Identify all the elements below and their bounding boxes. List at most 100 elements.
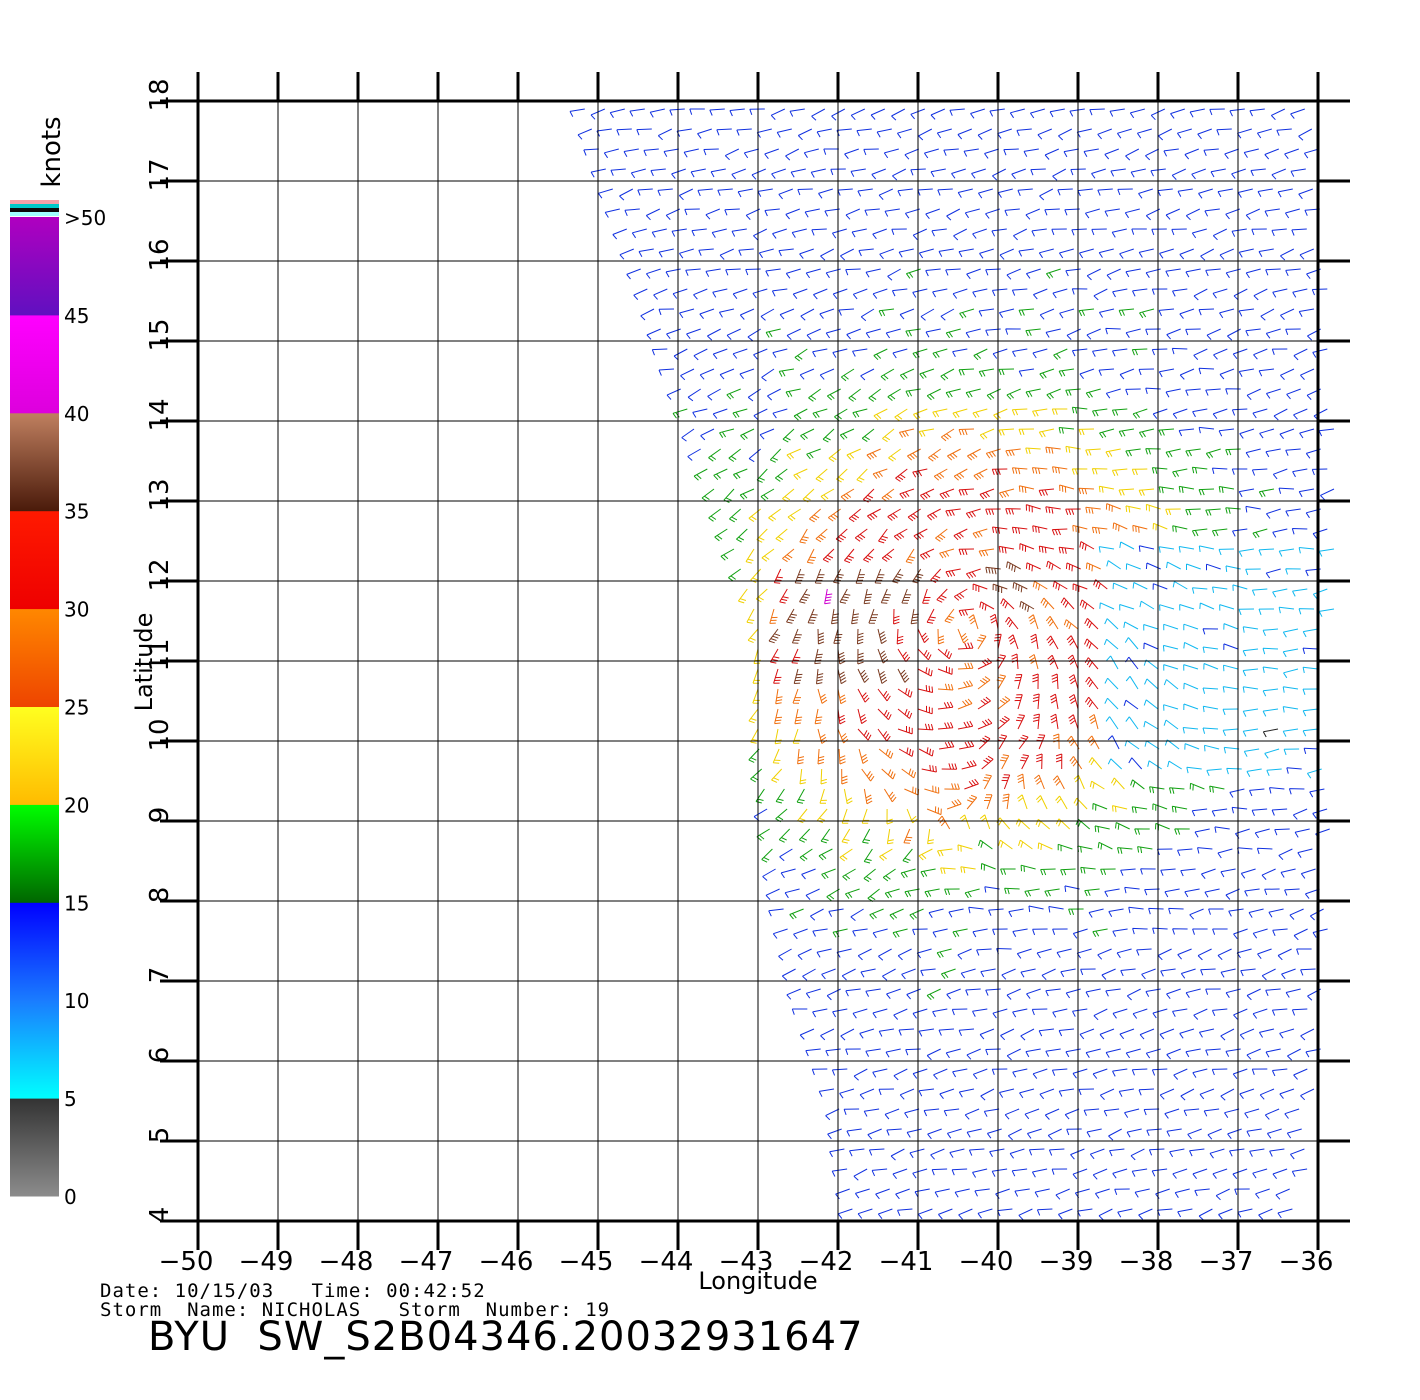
wind-barb <box>877 688 891 702</box>
storm-name-value: NICHOLAS <box>261 1299 362 1321</box>
wind-barb <box>877 628 887 645</box>
wind-barb <box>1105 327 1121 335</box>
wind-barb <box>1004 1108 1020 1120</box>
wind-barb <box>937 848 953 857</box>
wind-barb <box>1058 546 1075 554</box>
wind-barb <box>821 968 836 980</box>
wind-barb <box>751 168 766 180</box>
wind-barb <box>917 188 933 196</box>
wind-barb <box>1125 716 1139 730</box>
wind-barb <box>1302 666 1319 674</box>
wind-barb <box>816 668 824 685</box>
wind-barb <box>905 548 916 564</box>
wind-barb <box>1132 582 1148 590</box>
wind-barb <box>1278 848 1293 861</box>
wind-barb <box>996 948 1012 955</box>
wind-barb <box>1112 805 1128 813</box>
wind-barb <box>666 328 681 340</box>
wind-barb <box>802 488 815 503</box>
wind-barb <box>836 128 852 137</box>
wind-barb <box>972 288 988 298</box>
wind-barb <box>961 760 977 770</box>
wind-barb <box>1085 1048 1101 1058</box>
wind-barb <box>692 408 708 418</box>
wind-barb <box>970 108 985 119</box>
wind-barb <box>623 148 639 158</box>
wind-barb <box>1068 908 1084 915</box>
wind-barb <box>791 1008 808 1015</box>
wind-barb <box>806 328 821 340</box>
wind-barb <box>1139 1028 1155 1040</box>
wind-barb <box>892 348 908 359</box>
wind-barb <box>1046 635 1059 650</box>
wind-barb <box>1236 128 1252 139</box>
wind-barb <box>1183 623 1199 631</box>
wind-barb <box>897 708 913 719</box>
wind-barb <box>997 188 1013 198</box>
wind-barb <box>1072 1168 1088 1180</box>
wind-barb <box>863 148 879 156</box>
wind-barb <box>874 568 885 584</box>
wind-barb <box>797 188 813 196</box>
wind-barb <box>778 828 791 843</box>
wind-barb <box>809 508 822 523</box>
wind-barb <box>673 348 688 361</box>
wind-barb <box>569 108 585 117</box>
wind-barb <box>1167 760 1182 770</box>
wind-barb <box>1302 728 1319 737</box>
wind-barb <box>1071 468 1088 475</box>
wind-barb <box>1245 505 1261 513</box>
wind-barb <box>854 1188 870 1199</box>
wind-barb <box>1237 1208 1253 1218</box>
wind-barb <box>1252 928 1268 939</box>
wind-barb <box>1106 268 1121 280</box>
wind-barb <box>896 628 904 645</box>
wind-barb <box>1166 561 1181 570</box>
wind-barb <box>943 1108 960 1117</box>
wind-barb <box>1159 1028 1175 1040</box>
wind-barb <box>1179 368 1195 380</box>
wind-barb <box>895 468 908 482</box>
wind-barb <box>1220 1028 1235 1041</box>
wind-barb <box>1252 528 1268 539</box>
wind-barb <box>1302 628 1319 638</box>
wind-barb <box>857 1208 873 1219</box>
wind-barb <box>872 1008 888 1019</box>
wind-barb <box>840 368 855 382</box>
wind-barb <box>1025 447 1041 455</box>
wind-barb <box>1222 708 1239 716</box>
wind-barb <box>1023 148 1039 157</box>
wind-barb <box>951 1168 968 1176</box>
wind-barb <box>779 308 795 320</box>
wind-barb <box>765 328 781 338</box>
wind-barb <box>1078 428 1095 436</box>
wind-barb <box>904 888 920 898</box>
wind-barb <box>907 448 921 461</box>
wind-barb <box>1192 1168 1208 1180</box>
wind-barb <box>841 828 851 844</box>
wind-barb <box>913 528 928 541</box>
wind-barb <box>1294 828 1310 838</box>
wind-barb <box>912 468 928 478</box>
wind-barb <box>1203 663 1219 670</box>
wind-barb <box>1045 988 1061 997</box>
wind-barb <box>1198 188 1213 199</box>
wind-barb <box>878 748 894 759</box>
wind-barb <box>806 448 821 460</box>
wind-barb <box>872 288 888 299</box>
wind-barb <box>1256 847 1273 855</box>
wind-barb <box>1246 988 1261 1001</box>
wind-barb <box>1091 228 1107 236</box>
wind-barb <box>1198 367 1215 375</box>
wind-barb <box>979 248 994 259</box>
wind-barb <box>1097 188 1113 196</box>
wind-barb <box>845 208 860 220</box>
wind-barb <box>1193 348 1208 360</box>
axis-labels: Longitude Latitude knots <box>37 116 818 1295</box>
wind-barb <box>1052 928 1068 935</box>
wind-barb <box>776 128 792 138</box>
wind-barb <box>1072 524 1088 533</box>
wind-barb <box>1293 408 1308 420</box>
wind-barb <box>1056 948 1072 958</box>
storm-number-value: 19 <box>585 1299 611 1321</box>
